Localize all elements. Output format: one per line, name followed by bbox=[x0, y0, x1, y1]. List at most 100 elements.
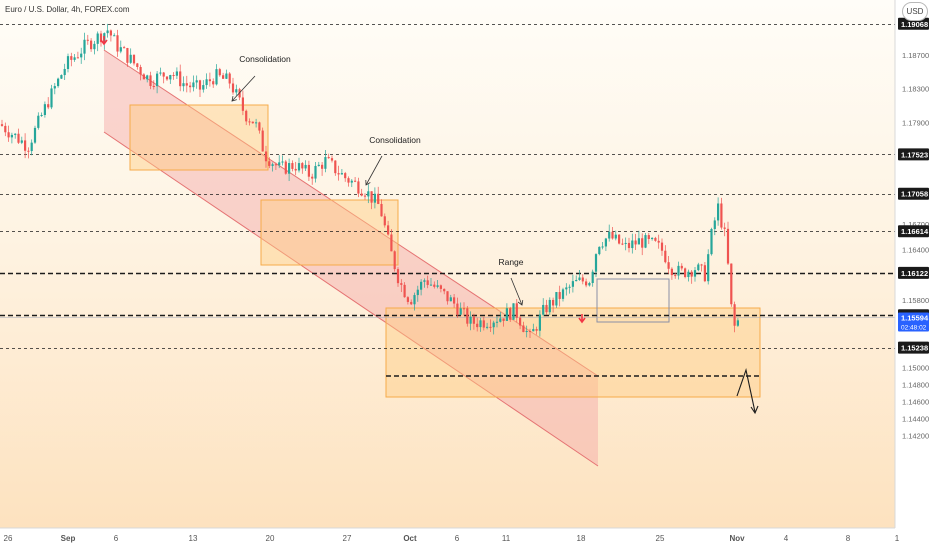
candle-body bbox=[324, 157, 327, 169]
price-axis[interactable]: 1.18700 1.18300 1.17900 1.16700 1.16400 1.158… bbox=[894, 0, 929, 528]
candle-body bbox=[156, 73, 159, 87]
candle-body bbox=[509, 308, 512, 320]
candle-body bbox=[660, 242, 664, 251]
time-axis[interactable]: 26 Sep 6 13 20 27 Oct 6 11 18 25 Nov 4 8 1 bbox=[0, 527, 900, 543]
candle-body bbox=[558, 292, 561, 299]
candle-body bbox=[684, 268, 687, 278]
candle-body bbox=[139, 66, 142, 75]
candle-body bbox=[198, 80, 202, 90]
chart-title: Euro / U.S. Dollar, 4h, FOREX.com bbox=[5, 5, 130, 14]
candle-body bbox=[340, 173, 343, 175]
candle-body bbox=[502, 318, 505, 321]
candle-body bbox=[535, 329, 538, 331]
candle-body bbox=[235, 89, 238, 93]
level-price-label: 1.16614 bbox=[901, 227, 929, 236]
candle-body bbox=[657, 240, 660, 243]
time-tick-label: Oct bbox=[403, 534, 417, 543]
small-range-box bbox=[596, 278, 670, 323]
candle-body bbox=[383, 216, 386, 226]
level-price-badge bbox=[898, 341, 929, 354]
candle-body bbox=[83, 39, 86, 54]
candle-body bbox=[575, 279, 578, 282]
candle-body bbox=[334, 160, 337, 174]
candle-body bbox=[588, 283, 591, 286]
candle-body bbox=[571, 281, 574, 287]
price-tick-label: 1.14200 bbox=[902, 431, 929, 440]
candle-body bbox=[677, 265, 680, 276]
candle-body bbox=[7, 132, 10, 138]
candle-body bbox=[307, 164, 310, 177]
candle-body bbox=[17, 133, 20, 143]
candle-body bbox=[116, 35, 119, 52]
candle-body bbox=[314, 165, 317, 179]
price-tick-label: 1.16400 bbox=[902, 245, 929, 254]
candle-body bbox=[552, 299, 555, 306]
candle-body bbox=[479, 320, 482, 328]
price-tick-label: 1.14800 bbox=[902, 381, 929, 390]
candle-body bbox=[604, 238, 607, 247]
time-tick-label: 26 bbox=[4, 534, 13, 543]
candle-body bbox=[271, 164, 274, 166]
candle-body bbox=[644, 235, 647, 248]
candle-body bbox=[231, 83, 235, 93]
price-tick-label: 1.16700 bbox=[902, 220, 929, 229]
candle-body bbox=[24, 140, 27, 151]
candle-body bbox=[578, 277, 581, 280]
candle-body bbox=[57, 78, 60, 87]
candle-body bbox=[20, 140, 23, 143]
projection-path bbox=[736, 367, 756, 413]
candle-body bbox=[80, 53, 83, 58]
candle-body bbox=[251, 121, 254, 124]
candle-body bbox=[611, 231, 614, 239]
candle-body bbox=[119, 47, 122, 52]
level-price-label: 1.17058 bbox=[901, 190, 928, 199]
candles-layer bbox=[0, 23, 739, 338]
candle-body bbox=[238, 89, 241, 98]
candle-body bbox=[637, 238, 640, 245]
signal-arrow-icon bbox=[578, 314, 586, 324]
candle-body bbox=[690, 271, 693, 277]
candle-body bbox=[634, 240, 637, 245]
candle-body bbox=[608, 231, 611, 239]
candle-body bbox=[274, 164, 277, 166]
candle-body bbox=[532, 329, 535, 332]
candle-body bbox=[354, 180, 357, 182]
candle-body bbox=[179, 71, 182, 87]
annotation-label: Consolidation bbox=[239, 54, 291, 64]
candle-body bbox=[228, 73, 231, 84]
candle-body bbox=[30, 142, 33, 152]
price-tick-label: 1.15000 bbox=[902, 364, 929, 373]
candle-body bbox=[268, 161, 271, 166]
candle-body bbox=[472, 316, 475, 324]
candle-body bbox=[245, 110, 248, 122]
candle-body bbox=[598, 246, 601, 255]
candle-body bbox=[542, 304, 545, 315]
candle-body bbox=[594, 254, 598, 272]
candle-body bbox=[469, 316, 472, 324]
candle-body bbox=[294, 168, 297, 171]
candle-body bbox=[149, 75, 152, 86]
candle-body bbox=[344, 173, 347, 179]
candle-body bbox=[291, 163, 294, 169]
candle-body bbox=[321, 164, 324, 169]
candle-body bbox=[624, 242, 627, 244]
level-price-label: 1.15238 bbox=[901, 344, 928, 353]
candle-body bbox=[519, 317, 522, 326]
candle-body bbox=[492, 322, 495, 328]
candle-body bbox=[426, 280, 429, 285]
currency-badge[interactable]: USD bbox=[902, 2, 928, 21]
candle-body bbox=[525, 331, 528, 333]
candle-body bbox=[37, 115, 40, 128]
candle-body bbox=[654, 237, 657, 241]
candle-body bbox=[733, 304, 736, 326]
candle-body bbox=[225, 73, 228, 79]
candle-body bbox=[585, 281, 588, 286]
candle-body bbox=[614, 234, 617, 239]
candle-body bbox=[90, 40, 93, 50]
price-tick-label: 1.17900 bbox=[902, 119, 929, 128]
candle-body bbox=[370, 191, 373, 203]
candle-body bbox=[489, 326, 492, 328]
levels-layer bbox=[0, 24, 895, 377]
